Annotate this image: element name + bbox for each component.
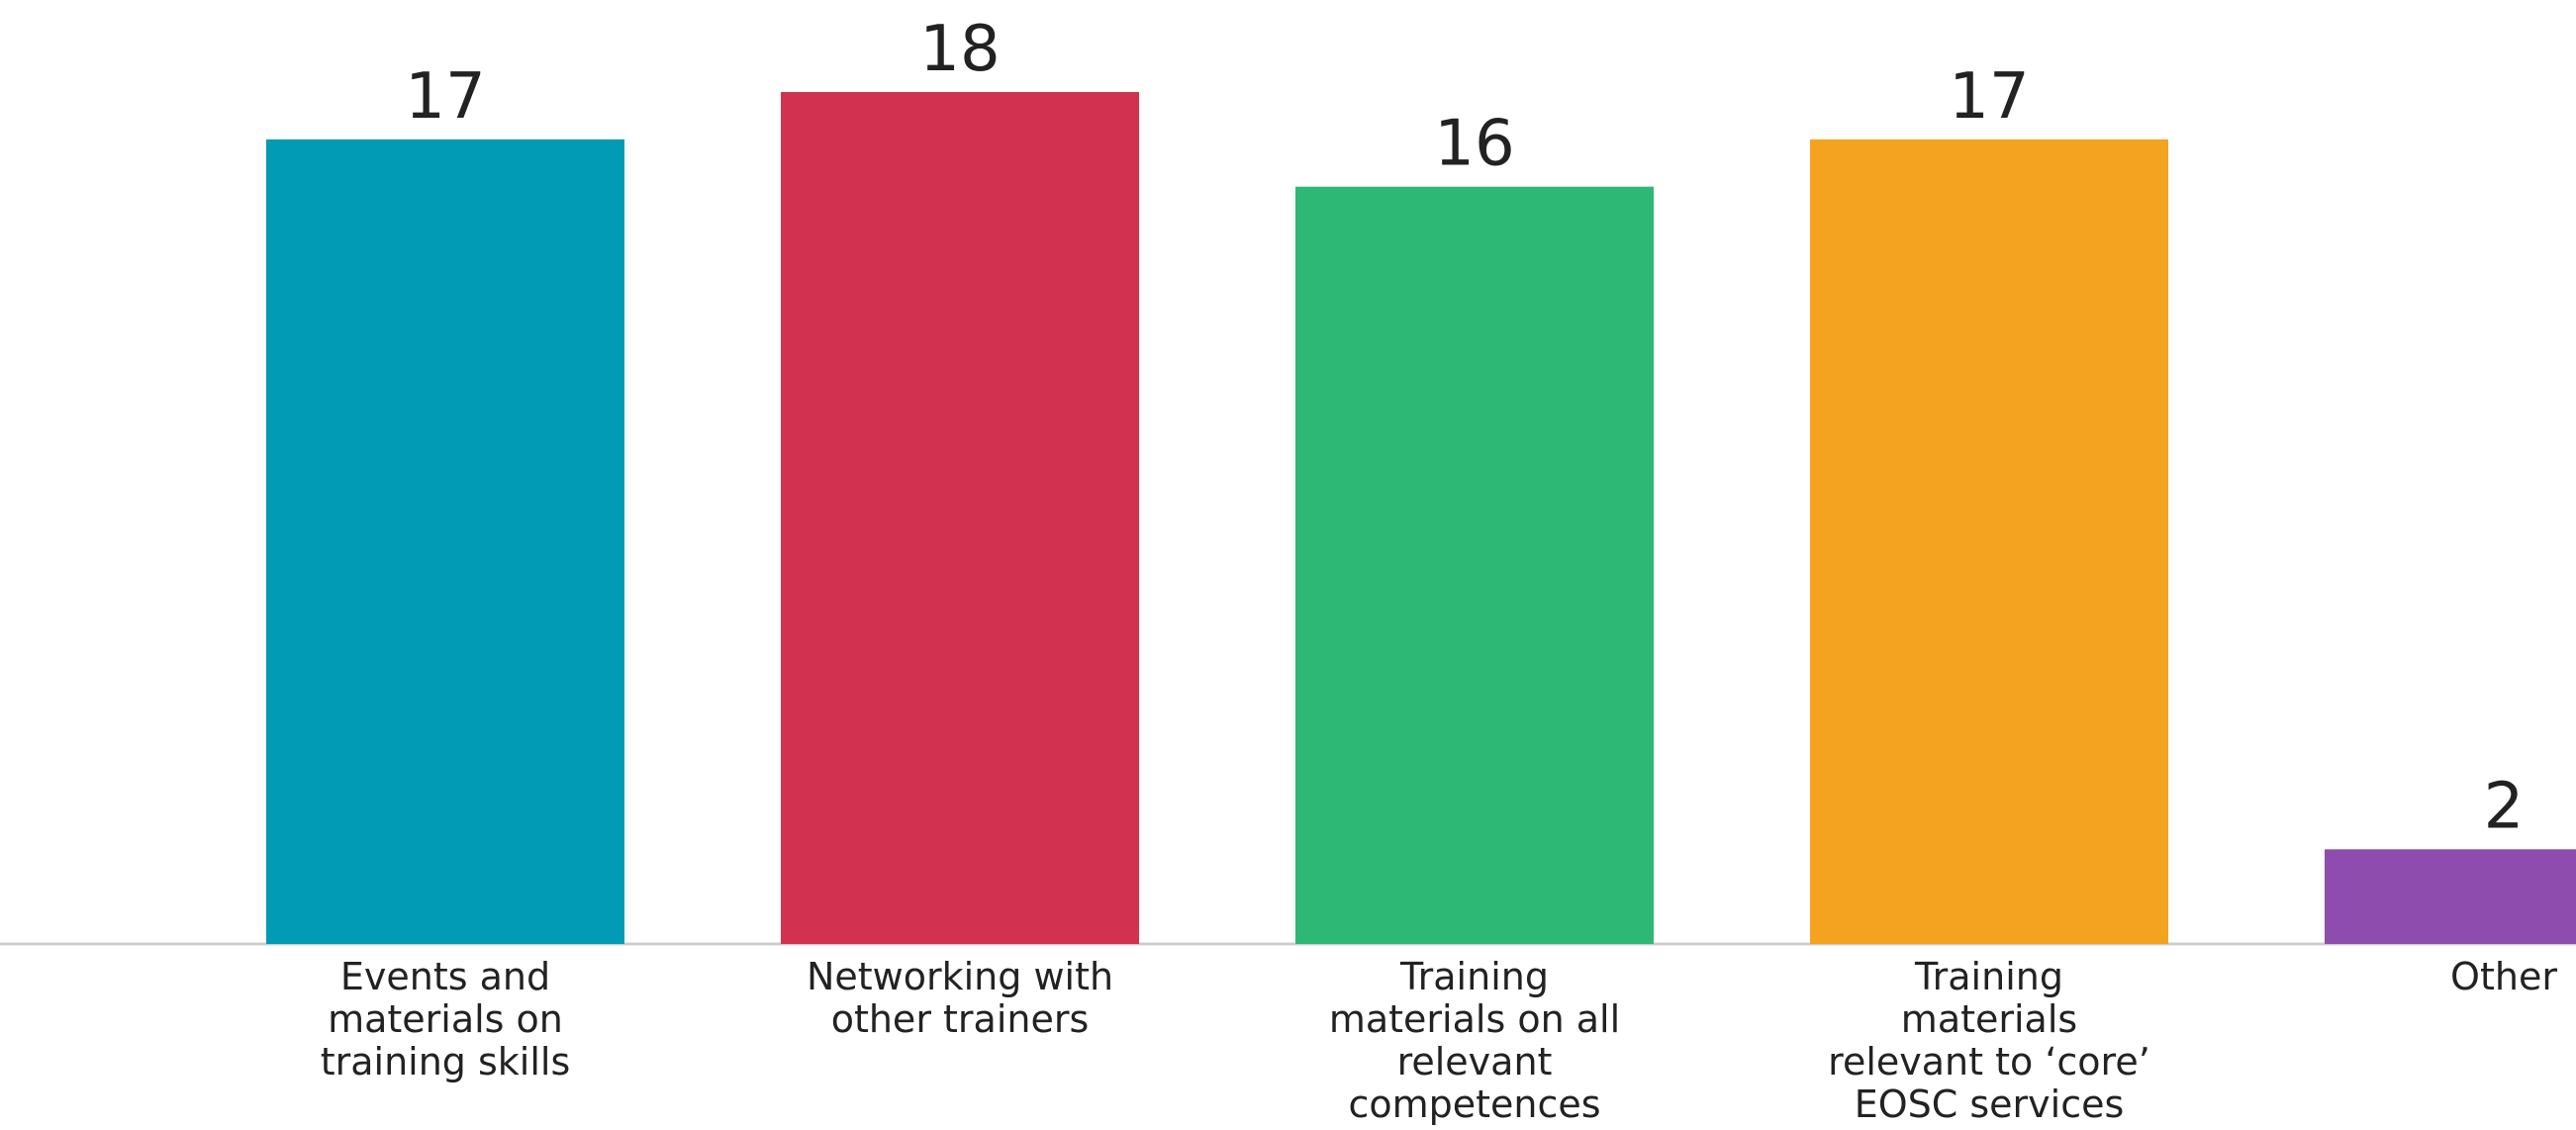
bar-3: [1810, 139, 2168, 945]
category-label-4: Other: [2450, 955, 2557, 998]
bar-4: [2325, 849, 2576, 944]
category-label-1: Networking with other trainers: [807, 955, 1113, 1041]
category-label-2-line-1: materials on all: [1329, 997, 1620, 1041]
category-label-2-line-2: relevant: [1397, 1040, 1553, 1083]
category-labels-group: Events and materials on training skills Net…: [321, 955, 2558, 1126]
category-label-1-line-1: other trainers: [831, 997, 1090, 1041]
category-label-3-line-3: EOSC services: [1855, 1083, 2125, 1126]
category-label-0-line-2: training skills: [321, 1040, 571, 1083]
value-label-1: 18: [919, 13, 1000, 86]
category-label-0-line-0: Events and: [340, 955, 550, 998]
category-label-2: Training materials on all relevant competen…: [1329, 955, 1620, 1126]
category-label-3-line-1: materials: [1901, 997, 2077, 1041]
value-label-4: 2: [2484, 770, 2525, 843]
bar-2: [1295, 186, 1654, 944]
category-label-1-line-0: Networking with: [807, 955, 1113, 998]
category-label-2-line-3: competences: [1348, 1083, 1600, 1126]
category-label-4-line-0: Other: [2450, 955, 2557, 998]
bars-group: [266, 92, 2576, 945]
category-label-3-line-0: Training: [1914, 955, 2063, 998]
bar-1: [781, 92, 1139, 944]
value-label-3: 17: [1949, 60, 2029, 134]
category-label-2-line-0: Training: [1399, 955, 1549, 998]
value-labels-group: 17 18 16 17 2: [405, 13, 2524, 843]
bar-0: [266, 139, 624, 945]
value-label-2: 16: [1434, 108, 1514, 181]
value-label-0: 17: [405, 60, 485, 134]
category-label-3-line-2: relevant to ‘core’: [1828, 1040, 2150, 1083]
category-label-0: Events and materials on training skills: [321, 955, 571, 1083]
category-label-0-line-1: materials on: [328, 997, 563, 1041]
category-label-3: Training materials relevant to ‘core’ EOSC …: [1828, 955, 2150, 1126]
